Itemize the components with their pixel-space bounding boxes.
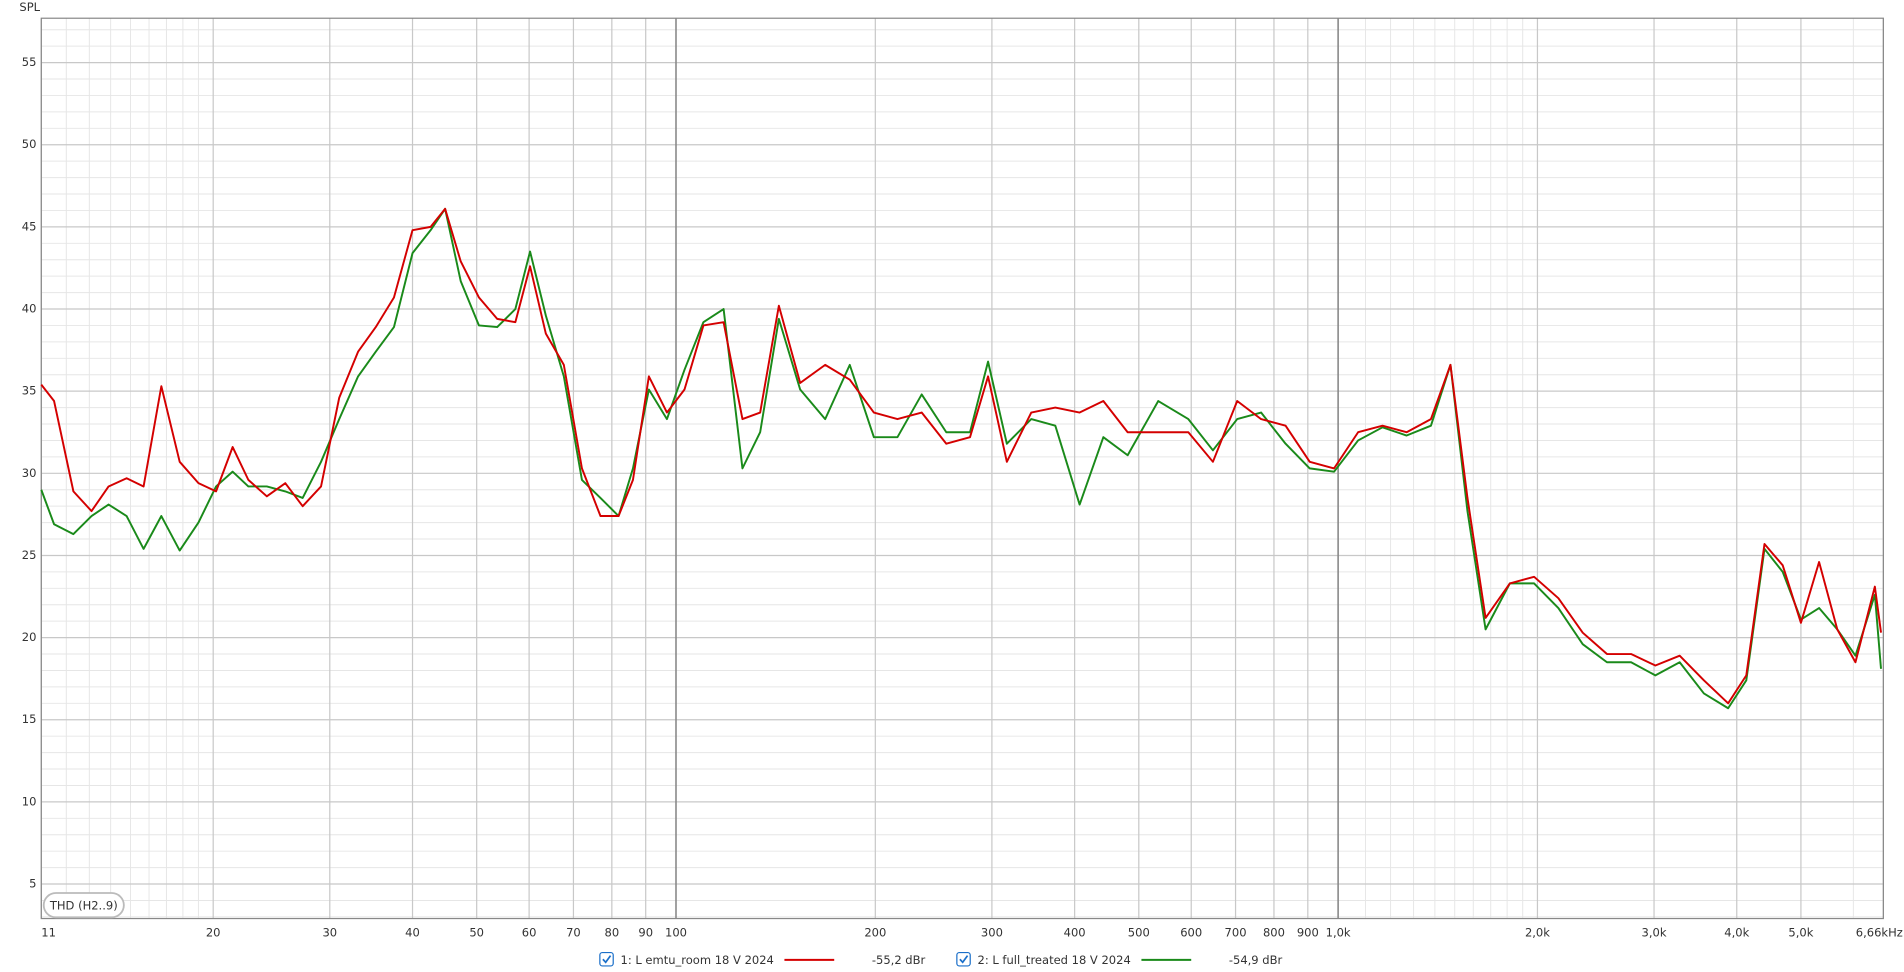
x-tick-label: 900 <box>1297 926 1319 940</box>
series-line <box>40 207 1882 710</box>
y-tick-label: 10 <box>22 794 37 808</box>
x-tick-label: 70 <box>566 926 581 940</box>
x-tick-label: 200 <box>864 926 886 940</box>
x-tick-label: 700 <box>1225 926 1247 940</box>
legend-checkbox[interactable] <box>599 951 614 967</box>
legend-label[interactable]: 2: L full_treated 18 V 2024 <box>978 953 1131 967</box>
legend-offset: -54,9 dBr <box>1229 953 1283 967</box>
y-tick-label: 5 <box>29 877 36 891</box>
thd-button[interactable] <box>42 892 125 919</box>
x-tick-label: 2,0k <box>1525 926 1550 940</box>
y-tick-label: 50 <box>22 137 37 151</box>
x-tick-label: 11 <box>41 926 56 940</box>
legend-offset: -55,2 dBr <box>872 953 926 967</box>
x-tick-label: 400 <box>1064 926 1086 940</box>
y-tick-label: 15 <box>22 712 37 726</box>
y-tick-label: 55 <box>22 55 37 69</box>
legend-checkbox[interactable] <box>956 951 971 967</box>
x-tick-label: 40 <box>405 926 420 940</box>
y-tick-label: 25 <box>22 548 37 562</box>
legend-checkmark[interactable] <box>602 955 612 964</box>
legend-label[interactable]: 1: L emtu_room 18 V 2024 <box>620 953 773 967</box>
x-tick-label: 100 <box>665 926 687 940</box>
y-tick-label: 20 <box>22 630 37 644</box>
x-tick-label: 90 <box>638 926 653 940</box>
y-tick-label: 30 <box>22 466 37 480</box>
x-tick-label: 50 <box>469 926 484 940</box>
y-tick-label: 40 <box>22 302 37 316</box>
x-tick-label: 5,0k <box>1788 926 1813 940</box>
x-tick-label: 1,0k <box>1326 926 1351 940</box>
y-axis-label: SPL <box>19 0 40 14</box>
x-tick-label: 300 <box>981 926 1003 940</box>
y-tick-label: 45 <box>22 219 37 233</box>
x-tick-label: 4,0k <box>1724 926 1749 940</box>
x-tick-label: 800 <box>1263 926 1285 940</box>
x-tick-label: 500 <box>1128 926 1150 940</box>
plot-frame <box>40 17 1884 920</box>
x-tick-label: 600 <box>1180 926 1202 940</box>
series-line <box>40 207 1882 705</box>
x-tick-label: 60 <box>522 926 537 940</box>
y-tick-label: 35 <box>22 384 37 398</box>
legend-checkmark[interactable] <box>959 955 969 964</box>
x-tick-label: 3,0k <box>1642 926 1667 940</box>
thd-button-label[interactable]: THD (H2..9) <box>49 898 118 912</box>
x-tick-label: 80 <box>605 926 620 940</box>
x-tick-label: 6,66kHz <box>1856 926 1903 940</box>
x-tick-label: 30 <box>322 926 337 940</box>
x-tick-label: 20 <box>206 926 221 940</box>
